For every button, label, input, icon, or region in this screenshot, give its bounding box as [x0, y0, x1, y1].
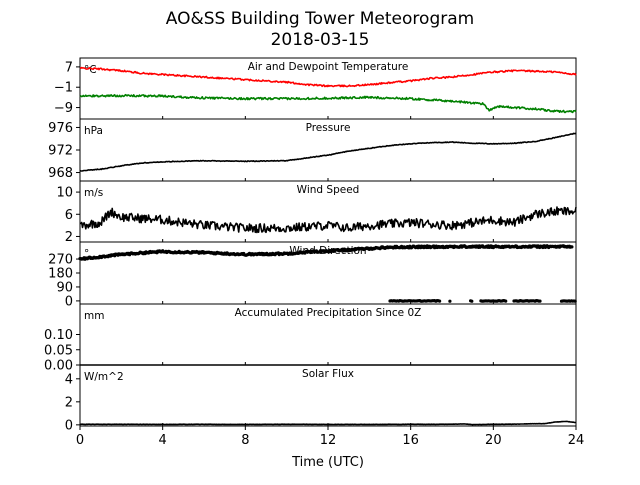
y-tick-label-4-0: 0.10 [44, 328, 73, 343]
panel-unit-4: mm [84, 310, 104, 322]
x-tick-label-0: 0 [76, 433, 84, 448]
x-tick-label-6: 24 [568, 433, 585, 448]
wind-direction-point [504, 299, 508, 303]
wind-direction-points-0 [78, 244, 574, 261]
panel-unit-2: m/s [84, 187, 103, 199]
panels-group: 7 −1 −9 Air and Dewpoint Temperature °C 976 97… [44, 57, 585, 448]
y-tick-label-5-2: 0 [65, 418, 73, 433]
panel-unit-5: W/m^2 [84, 371, 124, 383]
series-line-1-0 [79, 132, 577, 172]
wind-direction-point [448, 299, 452, 303]
panel-title-1: Pressure [306, 122, 351, 134]
y-tick-label-3-2: 90 [56, 280, 73, 295]
y-tick-label-3-1: 180 [48, 267, 73, 282]
y-tick-label-2-0: 10 [56, 186, 73, 201]
y-tick-label-5-1: 2 [65, 395, 73, 410]
wind-direction-point [573, 299, 577, 303]
x-tick-label-5: 20 [485, 433, 502, 448]
panel-title-5: Solar Flux [302, 368, 354, 380]
x-tick-label-2: 8 [241, 433, 249, 448]
series-line-5-0 [80, 420, 576, 426]
panel-title-4: Accumulated Precipitation Since 0Z [235, 307, 422, 319]
x-tick-label-4: 16 [402, 433, 419, 448]
x-tick-label-3: 12 [320, 433, 337, 448]
panel-unit-3: ° [84, 248, 89, 260]
x-axis-label: Time (UTC) [291, 455, 364, 470]
figure-title: AO&SS Building Tower Meteorogram [166, 9, 474, 29]
wind-direction-point [538, 299, 542, 303]
y-tick-label-4-2: 0.00 [44, 359, 73, 374]
y-tick-label-1-1: 972 [48, 144, 73, 159]
series-line-0-1 [79, 93, 577, 114]
wind-direction-point [438, 299, 442, 303]
y-tick-label-0-2: −9 [54, 101, 73, 116]
y-tick-label-1-2: 968 [48, 166, 73, 181]
wind-direction-points-1 [388, 299, 577, 303]
y-tick-label-3-0: 270 [48, 253, 73, 268]
y-tick-label-0-1: −1 [54, 81, 73, 96]
y-tick-label-5-0: 4 [65, 372, 73, 387]
y-tick-label-4-1: 0.05 [44, 343, 73, 358]
x-tick-label-1: 4 [159, 433, 167, 448]
y-tick-label-1-0: 976 [48, 121, 73, 136]
panel-unit-0: °C [84, 64, 97, 76]
y-tick-label-2-1: 6 [65, 208, 73, 223]
y-tick-label-2-2: 2 [65, 230, 73, 245]
panel-unit-1: hPa [84, 125, 103, 137]
figure-subtitle: 2018-03-15 [271, 30, 370, 50]
y-tick-label-3-3: 0 [65, 294, 73, 309]
panel-title-0: Air and Dewpoint Temperature [248, 61, 409, 73]
y-tick-label-0-0: 7 [65, 60, 73, 75]
wind-direction-point [570, 245, 574, 249]
series-line-0-0 [79, 66, 577, 88]
wind-direction-point [470, 299, 474, 303]
panel-title-2: Wind Speed [297, 184, 360, 196]
series-line-2-0 [79, 206, 577, 234]
